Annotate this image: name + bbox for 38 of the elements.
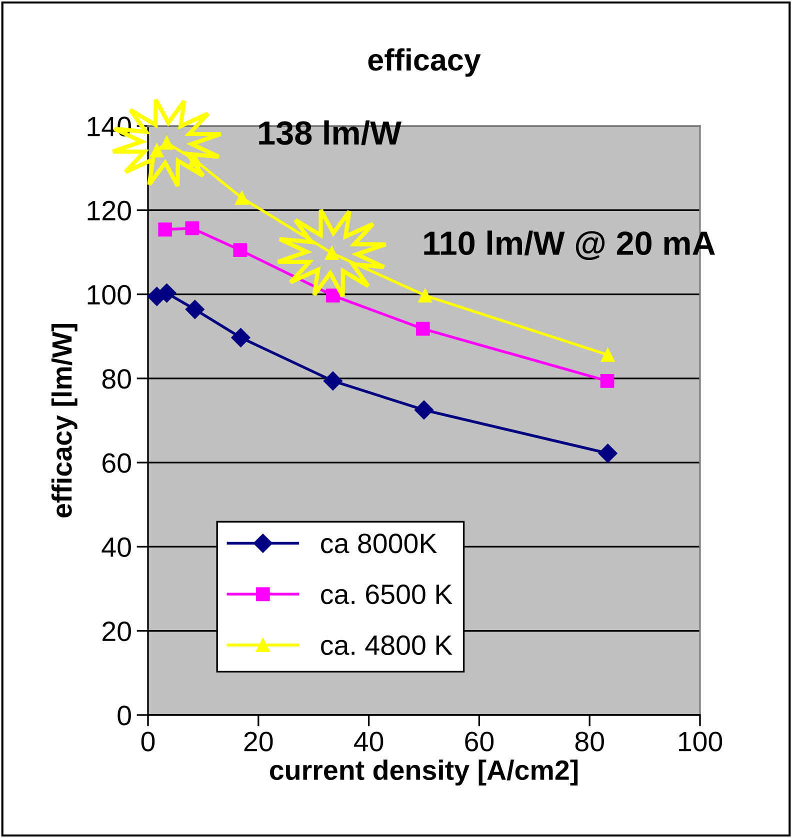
- point: [234, 190, 249, 205]
- point: [324, 246, 339, 260]
- y-tick-label: 60: [102, 453, 131, 473]
- annotation: 138 lm/W: [259, 120, 402, 146]
- y-tick-label: 0: [118, 706, 131, 726]
- y-tick-label: 120: [88, 200, 131, 220]
- x-tick-label: 20: [244, 732, 273, 752]
- point: [160, 136, 174, 150]
- point: [414, 400, 434, 420]
- point: [416, 322, 430, 336]
- point: [233, 243, 248, 258]
- legend-label: ca 8000K: [321, 534, 437, 554]
- point: [185, 221, 200, 236]
- x-tick-label: 60: [465, 732, 494, 752]
- legend-label: ca. 6500 K: [321, 584, 452, 604]
- x-tick-label: 80: [575, 732, 604, 752]
- point: [418, 288, 432, 302]
- x-tick-label: 100: [678, 732, 722, 752]
- y-tick-label: 80: [102, 369, 131, 389]
- legend-label: ca. 4800 K: [321, 635, 452, 656]
- x-tick-label: 0: [141, 732, 155, 752]
- point: [600, 348, 615, 362]
- point: [158, 222, 172, 236]
- point: [600, 374, 614, 388]
- y-axis-title: efficacy [lm/W]: [51, 324, 78, 518]
- y-tick-label: 100: [88, 284, 131, 305]
- y-tick-label: 20: [102, 622, 131, 642]
- point: [326, 288, 340, 302]
- y-tick-label: 40: [102, 537, 131, 558]
- point: [150, 143, 164, 158]
- x-tick-label: 40: [354, 732, 384, 752]
- chart-title: efficacy: [368, 48, 481, 77]
- annotation: 110 lm/W @ 20 mA: [424, 230, 715, 260]
- x-axis-title: current density [A/cm2]: [270, 760, 578, 786]
- point: [185, 300, 204, 319]
- point: [323, 371, 342, 390]
- point: [231, 328, 250, 348]
- point: [598, 444, 618, 463]
